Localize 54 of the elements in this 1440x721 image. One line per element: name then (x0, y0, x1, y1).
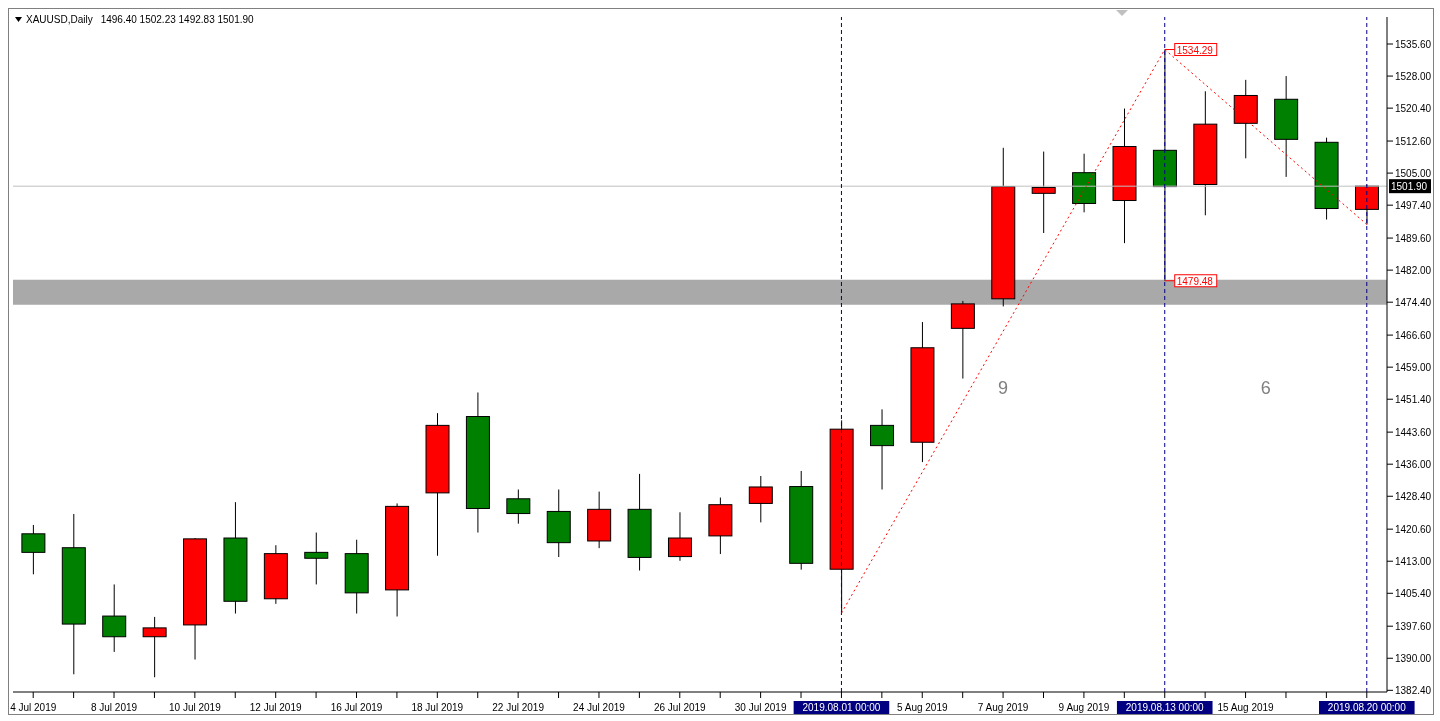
x-tick-label: 22 Jul 2019 (492, 702, 545, 713)
y-tick-label: 1420.60 (1395, 523, 1432, 535)
y-tick-label: 1489.60 (1395, 232, 1432, 244)
x-tick-label: 7 Aug 2019 (977, 702, 1029, 713)
x-tick-label: 16 Jul 2019 (330, 702, 383, 713)
y-tick-label: 1466.60 (1395, 329, 1432, 341)
y-tick-label: 1482.00 (1395, 264, 1432, 276)
candlestick (102, 583, 127, 653)
candlestick (21, 524, 46, 575)
candlestick (506, 489, 531, 525)
x-tick-label: 2019.08.01 00:00 (802, 702, 881, 713)
y-tick-label: 1428.40 (1395, 490, 1432, 502)
annotation: 1479.48 (1176, 275, 1214, 287)
chart-title: XAUUSD,Daily (26, 14, 93, 25)
annotation: 6 (1260, 378, 1271, 399)
candlestick (748, 475, 773, 523)
x-tick-label: 8 Jul 2019 (90, 702, 138, 713)
x-tick-label: 2019.08.13 00:00 (1125, 702, 1205, 713)
y-tick-label: 1535.60 (1395, 38, 1432, 50)
x-tick-label: 26 Jul 2019 (653, 702, 707, 713)
candlestick (1031, 151, 1056, 234)
x-tick-label: 2019.08.20 00:00 (1327, 702, 1407, 713)
y-tick-label: 1436.00 (1395, 458, 1432, 470)
candlestick (142, 616, 167, 678)
x-tick-label: 9 Aug 2019 (1058, 702, 1110, 713)
candlestick (870, 408, 895, 490)
y-tick-label: 1528.00 (1395, 70, 1432, 82)
y-tick-label: 1520.40 (1395, 102, 1432, 114)
x-tick-label: 18 Jul 2019 (411, 702, 464, 713)
annotation: 9 (998, 378, 1009, 399)
y-tick-label: 1382.40 (1395, 684, 1432, 696)
annotation: 1534.29 (1176, 44, 1214, 56)
x-tick-label: 5 Aug 2019 (896, 702, 948, 713)
candlestick (667, 511, 692, 562)
x-tick-label: 12 Jul 2019 (249, 702, 302, 713)
y-tick-label: 1505.00 (1395, 167, 1432, 179)
y-tick-label: 1397.60 (1395, 620, 1432, 632)
y-tick-label: 1443.60 (1395, 426, 1432, 438)
x-tick-label: 10 Jul 2019 (168, 702, 222, 713)
chart-subtitle: 1496.40 1502.23 1492.83 1501.90 (100, 14, 254, 25)
y-tick-label: 1413.00 (1395, 555, 1432, 567)
y-tick-label: 1459.00 (1395, 361, 1432, 373)
ref-line-label: 1501.90 (1391, 181, 1428, 193)
y-tick-label: 1497.40 (1395, 199, 1432, 211)
x-tick-label: 4 Jul 2019 (10, 702, 57, 713)
x-tick-label: 30 Jul 2019 (734, 702, 787, 713)
x-tick-label: 15 Aug 2019 (1217, 702, 1275, 713)
y-tick-label: 1451.40 (1395, 393, 1432, 405)
candlestick (304, 532, 329, 585)
y-tick-label: 1512.60 (1395, 135, 1432, 147)
y-tick-label: 1390.00 (1395, 652, 1432, 664)
y-tick-label: 1474.40 (1395, 296, 1432, 308)
x-tick-label: 24 Jul 2019 (573, 702, 626, 713)
y-tick-label: 1405.40 (1395, 587, 1432, 599)
